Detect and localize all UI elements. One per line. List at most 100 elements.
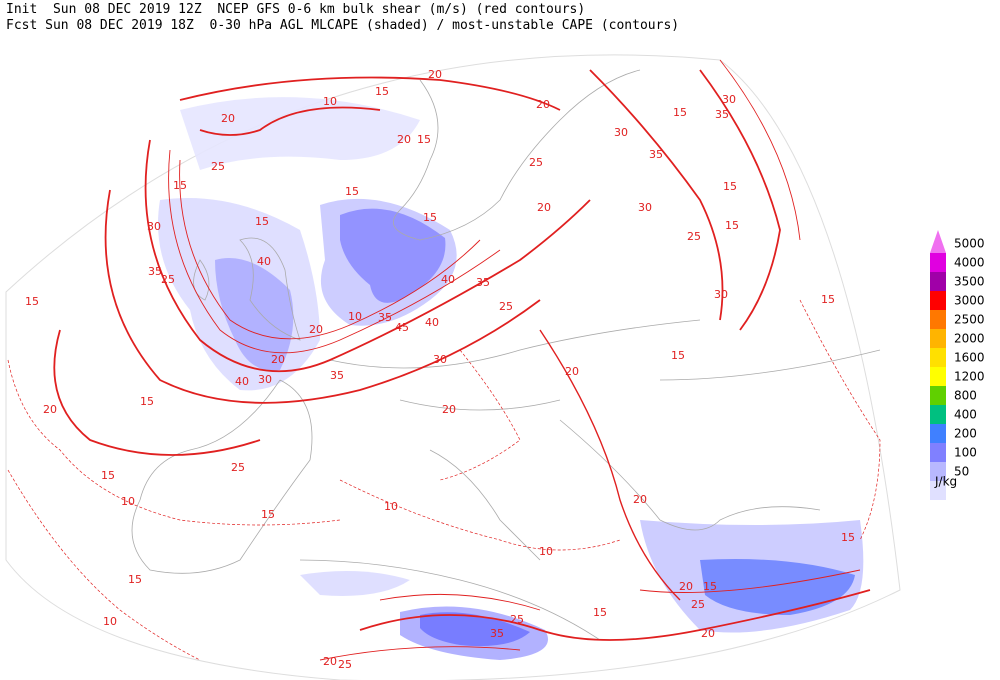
contour-line <box>179 159 481 340</box>
legend-swatch <box>930 443 946 462</box>
contour-label: 10 <box>348 310 362 323</box>
contour-label: 20 <box>221 112 235 125</box>
contour-line <box>179 76 561 111</box>
contour-label: 20 <box>701 627 715 640</box>
legend-label: 4000 <box>954 256 985 270</box>
contour-label: 30 <box>638 201 652 214</box>
contour-label: 35 <box>330 369 344 382</box>
contour-label: 15 <box>140 395 154 408</box>
legend-swatch <box>930 253 946 272</box>
header-line: Init Sun 08 DEC 2019 12Z NCEP GFS 0-6 km… <box>6 2 585 17</box>
contour-label: 15 <box>703 580 717 593</box>
legend-swatch <box>930 310 946 329</box>
legend-swatch <box>930 329 946 348</box>
contour-line <box>7 359 341 526</box>
contour-label: 25 <box>338 658 352 671</box>
contour-label: 30 <box>614 126 628 139</box>
contour-label: 25 <box>687 230 701 243</box>
contour-line <box>799 299 881 541</box>
border <box>329 319 701 369</box>
contour-line <box>319 646 521 661</box>
contour-line <box>539 329 681 601</box>
contour-label: 15 <box>101 469 115 482</box>
contour-line <box>53 329 261 456</box>
contour-label: 25 <box>529 156 543 169</box>
contour-label: 30 <box>714 288 728 301</box>
contour-label: 15 <box>593 606 607 619</box>
contour-labels: 20 15 10 20 15 30 35 20 30 20 15 25 15 35 15 25 15 30 15 20… <box>25 68 855 671</box>
legend-swatch <box>930 481 946 500</box>
cape-area <box>420 612 530 647</box>
contour-label: 30 <box>258 373 272 386</box>
contour-label: 20 <box>397 133 411 146</box>
coastline <box>193 259 210 301</box>
legend-triangle <box>930 230 946 253</box>
contour-label: 15 <box>255 215 269 228</box>
coastline <box>299 559 601 641</box>
legend-label: 200 <box>954 427 977 441</box>
legend-swatch <box>930 405 946 424</box>
legend: 5000 4000 3500 3000 2500 2000 1600 1200 800 400 20… <box>930 230 985 500</box>
coastline <box>393 69 641 241</box>
legend-label: 3000 <box>954 294 985 308</box>
legend-label: 1600 <box>954 351 985 365</box>
contour-label: 35 <box>490 627 504 640</box>
contour-label: 30 <box>147 220 161 233</box>
contour-label: 35 <box>649 148 663 161</box>
shear-contours <box>7 59 881 661</box>
contour-label: 20 <box>633 493 647 506</box>
contour-label: 15 <box>671 349 685 362</box>
coastline <box>131 379 313 574</box>
contour-label: 25 <box>510 613 524 626</box>
legend-swatch <box>930 462 946 481</box>
contour-label: 15 <box>723 180 737 193</box>
contour-label: 25 <box>691 598 705 611</box>
contour-label: 25 <box>211 160 225 173</box>
legend-swatch <box>930 386 946 405</box>
contour-label: 25 <box>499 300 513 313</box>
legend-unit: J/kg <box>934 475 957 489</box>
legend-label: 2500 <box>954 313 985 327</box>
contour-label: 15 <box>25 295 39 308</box>
contour-line <box>104 189 541 404</box>
contour-line <box>699 69 781 331</box>
coastline <box>239 237 301 341</box>
contour-label: 20 <box>565 365 579 378</box>
contour-label: 15 <box>417 133 431 146</box>
contour-label: 35 <box>148 265 162 278</box>
contour-label: 40 <box>235 375 249 388</box>
contour-label: 10 <box>121 495 135 508</box>
contour-label: 20 <box>536 98 550 111</box>
contour-label: 15 <box>128 573 142 586</box>
contour-line <box>144 139 591 373</box>
contour-line <box>359 589 871 641</box>
header-line: Fcst Sun 08 DEC 2019 18Z 0-30 hPa AGL ML… <box>6 18 679 33</box>
contour-line <box>7 469 201 661</box>
contour-label: 20 <box>537 201 551 214</box>
contour-label: 25 <box>231 461 245 474</box>
contour-label: 15 <box>821 293 835 306</box>
contour-label: 40 <box>441 273 455 286</box>
contour-label: 35 <box>715 108 729 121</box>
contour-label: 40 <box>257 255 271 268</box>
contour-line <box>168 149 501 354</box>
coastline <box>429 449 541 561</box>
contour-label: 20 <box>271 353 285 366</box>
contour-line <box>639 569 861 593</box>
contour-label: 20 <box>428 68 442 81</box>
contour-line <box>589 69 724 321</box>
contour-line <box>199 106 381 136</box>
contour-label: 20 <box>323 655 337 668</box>
contour-label: 15 <box>261 508 275 521</box>
coastline <box>659 349 881 381</box>
contour-label: 30 <box>433 353 447 366</box>
contour-label: 35 <box>378 311 392 324</box>
legend-swatch <box>930 291 946 310</box>
contour-label: 10 <box>103 615 117 628</box>
contour-label: 15 <box>423 211 437 224</box>
contour-label: 10 <box>323 95 337 108</box>
legend-label: 400 <box>954 408 977 422</box>
legend-label: 5000 <box>954 237 985 251</box>
legend-swatch <box>930 348 946 367</box>
